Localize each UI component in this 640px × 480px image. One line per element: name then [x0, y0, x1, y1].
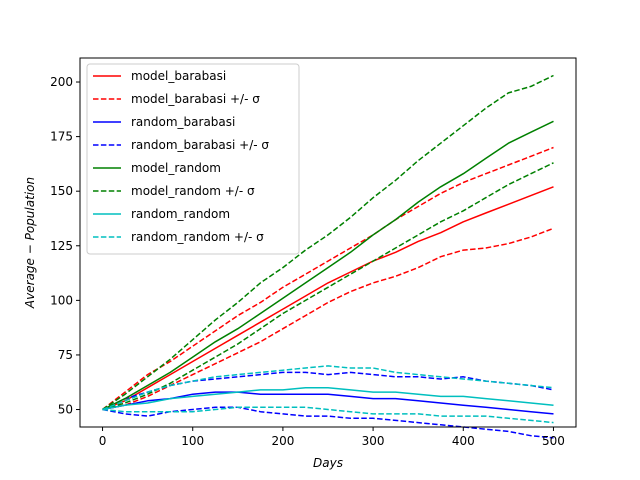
- series-line-7: [102, 74, 554, 411]
- legend-label: random_barabasi: [131, 115, 235, 129]
- y-tick-label: 150: [50, 184, 73, 198]
- series-line-9: [102, 386, 554, 411]
- y-tick-label: 175: [50, 130, 73, 144]
- x-tick-label: 100: [181, 434, 204, 448]
- legend-label: random_random: [131, 207, 230, 221]
- x-tick-label: 400: [452, 434, 475, 448]
- series-line-3: [102, 391, 554, 415]
- legend: model_barabasi model_barabasi +/- σ random…: [86, 63, 300, 255]
- y-tick-label: 100: [50, 293, 73, 307]
- series-line-6: [102, 120, 554, 411]
- series-line-0: [102, 186, 554, 411]
- series-line-1: [102, 146, 554, 411]
- series-line-4: [102, 371, 554, 411]
- y-tick-label: 200: [50, 75, 73, 89]
- y-tick-label: 50: [58, 403, 73, 417]
- x-axis: 0 100 200 300 400 500: [99, 427, 565, 448]
- x-tick-label: 500: [542, 434, 565, 448]
- series-line-8: [102, 162, 554, 411]
- x-tick-label: 0: [99, 434, 107, 448]
- plot-frame: [79, 57, 577, 428]
- legend-label: model_barabasi: [131, 69, 226, 83]
- series-line-11: [102, 406, 554, 424]
- x-tick-label: 300: [362, 434, 385, 448]
- y-axis: 50 75 100 125 150 175 200: [50, 75, 80, 417]
- legend-box: [86, 63, 300, 255]
- y-tick-label: 125: [50, 239, 73, 253]
- y-axis-label: Average − Population: [23, 177, 37, 309]
- y-tick-label: 75: [58, 348, 73, 362]
- legend-label: random_random +/- σ: [131, 230, 264, 244]
- legend-label: model_barabasi +/- σ: [131, 92, 260, 106]
- x-axis-label: Days: [313, 456, 343, 470]
- series-line-2: [102, 227, 554, 411]
- series-line-10: [102, 365, 554, 411]
- legend-label: random_barabasi +/- σ: [131, 138, 269, 152]
- legend-label: model_random: [131, 161, 221, 175]
- legend-label: model_random +/- σ: [131, 184, 255, 198]
- x-tick-label: 200: [271, 434, 294, 448]
- series-layer: [102, 74, 554, 439]
